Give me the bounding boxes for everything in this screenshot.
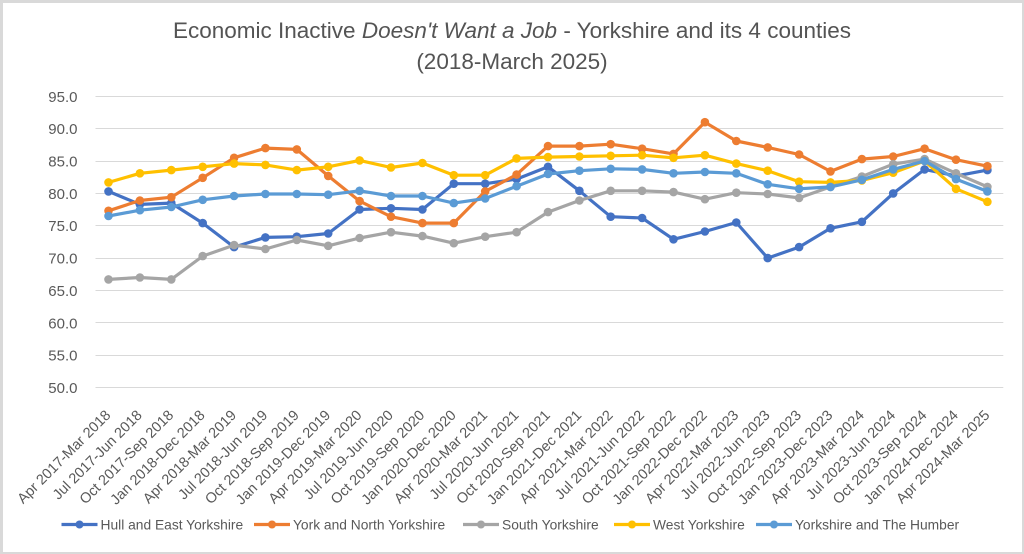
svg-text:80.0: 80.0 bbox=[48, 186, 77, 203]
svg-text:West Yorkshire: West Yorkshire bbox=[653, 518, 745, 533]
svg-text:Hull and East Yorkshire: Hull and East Yorkshire bbox=[101, 518, 244, 533]
svg-text:90.0: 90.0 bbox=[48, 121, 77, 138]
svg-text:75.0: 75.0 bbox=[48, 218, 77, 235]
svg-text:60.0: 60.0 bbox=[48, 315, 77, 332]
svg-text:85.0: 85.0 bbox=[48, 154, 77, 171]
svg-text:95.0: 95.0 bbox=[48, 89, 77, 106]
svg-text:York and North Yorkshire: York and North Yorkshire bbox=[293, 518, 445, 533]
svg-text:50.0: 50.0 bbox=[48, 380, 77, 397]
svg-text:55.0: 55.0 bbox=[48, 348, 77, 365]
svg-text:Yorkshire and The Humber: Yorkshire and The Humber bbox=[795, 518, 960, 533]
svg-text:70.0: 70.0 bbox=[48, 251, 77, 268]
svg-text:65.0: 65.0 bbox=[48, 283, 77, 300]
svg-text:South Yorkshire: South Yorkshire bbox=[502, 518, 599, 533]
